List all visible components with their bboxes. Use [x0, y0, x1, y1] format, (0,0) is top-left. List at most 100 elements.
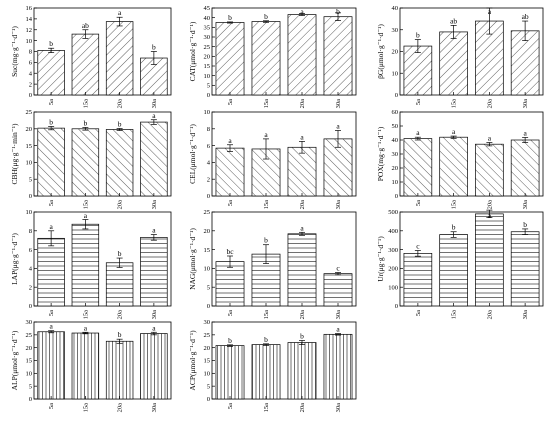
y-tick-label: 10	[204, 73, 211, 80]
y-tick-label: 40	[392, 137, 399, 144]
bar-15a	[71, 33, 100, 96]
y-tick-label: 30	[392, 151, 399, 158]
y-tick-label: 200	[388, 266, 398, 273]
significance-label: a	[523, 128, 527, 137]
significance-label: bc	[226, 247, 234, 256]
y-tick-label: 40	[204, 15, 211, 22]
x-tick-label: 5a	[48, 200, 55, 206]
bar-15a	[71, 332, 100, 400]
y-tick-label: 20	[392, 49, 399, 56]
bar-5a	[403, 45, 433, 96]
y-tick-label: 2	[207, 176, 210, 183]
bar-5a	[215, 147, 245, 197]
x-tick-label: 15a	[82, 200, 89, 210]
y-tick-label: 30	[392, 27, 399, 34]
significance-label: b	[118, 330, 122, 339]
bar-30a	[323, 333, 353, 400]
significance-label: a	[300, 223, 304, 232]
y-tick-label: 16	[26, 5, 33, 12]
y-tick-label: 10	[392, 179, 399, 186]
y-axis-label: CEL(μmol·g⁻¹·d⁻¹)	[188, 124, 197, 184]
significance-label: a	[152, 323, 156, 332]
x-tick-label: 15a	[451, 200, 458, 210]
y-tick-label: 0	[207, 193, 210, 200]
significance-label: a	[416, 128, 420, 137]
significance-label: a	[488, 7, 492, 16]
y-tick-label: 500	[388, 209, 398, 216]
y-axis-label: LAP(μg·g⁻¹·d⁻¹)	[10, 233, 19, 285]
y-tick-label: 15	[26, 358, 33, 365]
bar-5a	[403, 138, 433, 197]
y-tick-label: 25	[204, 332, 211, 339]
x-tick-label: 5a	[227, 310, 234, 316]
y-tick-label: 45	[204, 5, 211, 12]
y-tick-label: 0	[395, 303, 398, 310]
bar-5a	[37, 237, 65, 307]
chart-panel-3: 0 10 20 30 40 βG(μmol·g⁻¹·d⁻¹) b 5a ab 15a a 20a ab 3…	[376, 5, 544, 108]
x-tick-label: 30a	[335, 403, 342, 413]
y-tick-label: 8	[29, 228, 32, 235]
y-axis-label: CAT(μmol·g⁻¹·d⁻¹)	[188, 21, 197, 81]
x-tick-label: 15a	[263, 99, 270, 109]
bar-5a	[215, 22, 245, 96]
y-tick-label: 4	[29, 266, 33, 273]
x-tick-label: 20a	[486, 310, 493, 320]
y-tick-label: 20	[26, 345, 33, 352]
significance-label: a	[264, 130, 268, 139]
y-tick-label: 0	[207, 92, 210, 99]
x-tick-label: 5a	[415, 99, 422, 105]
bar-15a	[71, 128, 100, 197]
y-tick-label: 10	[204, 371, 211, 378]
y-tick-label: 4	[207, 160, 211, 167]
x-tick-label: 5a	[227, 200, 234, 206]
x-tick-label: 15a	[263, 403, 270, 413]
significance-label: b	[152, 43, 156, 52]
x-tick-label: 5a	[415, 310, 422, 316]
x-tick-label: 5a	[48, 403, 55, 409]
significance-label: ab	[450, 16, 457, 25]
y-tick-label: 0	[207, 396, 210, 403]
bar-20a	[105, 21, 134, 96]
y-tick-label: 4	[29, 70, 33, 77]
y-tick-label: 14	[26, 16, 33, 23]
x-tick-label: 15a	[82, 99, 89, 109]
y-tick-label: 6	[29, 60, 33, 67]
x-tick-label: 30a	[335, 310, 342, 320]
x-tick-label: 5a	[227, 403, 234, 409]
significance-label: b	[49, 117, 53, 126]
significance-label: a	[488, 134, 492, 143]
x-tick-label: 20a	[299, 403, 306, 413]
plot-frame	[399, 211, 544, 307]
y-tick-label: 0	[29, 193, 32, 200]
y-tick-label: 25	[26, 109, 33, 116]
significance-label: ab	[82, 21, 89, 30]
significance-label: a	[300, 7, 304, 16]
significance-label: a	[300, 132, 304, 141]
y-tick-label: 10	[26, 38, 33, 45]
y-tick-label: 30	[204, 34, 211, 41]
y-tick-label: 0	[207, 303, 210, 310]
x-tick-label: 20a	[117, 200, 124, 210]
y-tick-label: 15	[204, 247, 211, 254]
x-tick-label: 30a	[522, 310, 529, 320]
bar-15a	[439, 31, 468, 96]
significance-label: a	[152, 226, 156, 235]
y-axis-label: POX(mg·g⁻¹·d⁻¹)	[376, 126, 385, 181]
chart-panel-7: 0 2 4 6 8 10 LAP(μg·g⁻¹·d⁻¹) a 5a a 15a b 20a a 30a	[10, 209, 172, 319]
x-tick-label: 15a	[263, 310, 270, 320]
y-tick-label: 35	[204, 25, 211, 32]
y-tick-label: 2	[29, 284, 32, 291]
y-tick-label: 20	[204, 54, 211, 61]
y-tick-label: 15	[26, 143, 33, 150]
bar-30a	[140, 333, 168, 400]
x-tick-label: 30a	[151, 403, 158, 413]
significance-label: b	[228, 13, 232, 22]
y-tick-label: 30	[204, 319, 211, 326]
y-tick-label: 10	[204, 109, 211, 116]
significance-label: b	[228, 336, 232, 345]
significance-label: c	[416, 242, 420, 251]
bar-20a	[105, 129, 134, 197]
x-tick-label: 30a	[335, 200, 342, 210]
bar-30a	[323, 273, 353, 307]
significance-label: a	[336, 325, 340, 334]
